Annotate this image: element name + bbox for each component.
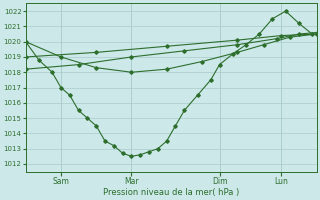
X-axis label: Pression niveau de la mer( hPa ): Pression niveau de la mer( hPa ) xyxy=(103,188,239,197)
